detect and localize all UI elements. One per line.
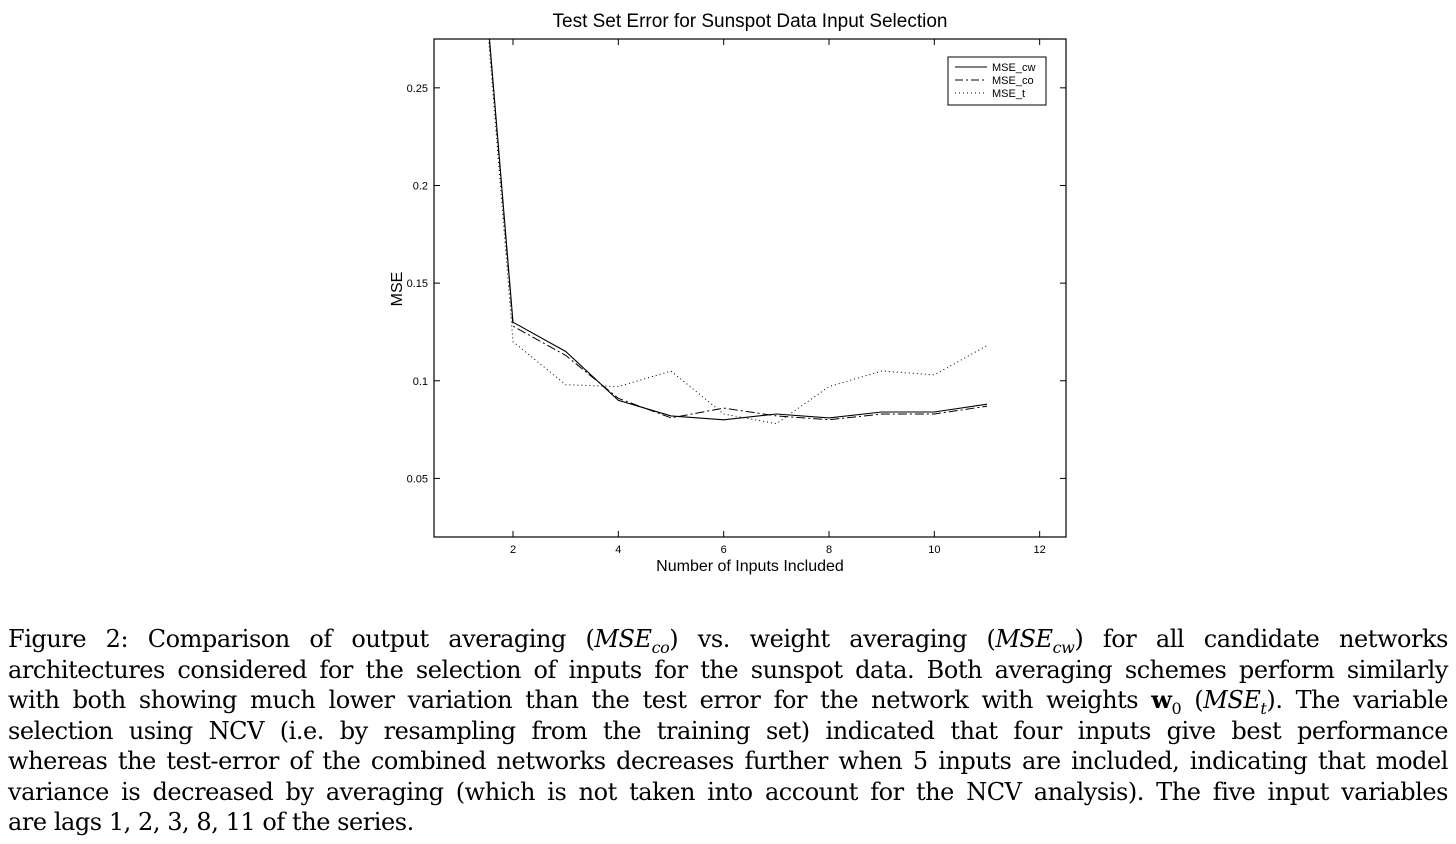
caption-line: whereas the test-error of the combined n… — [8, 746, 1448, 777]
plot-area-frame — [433, 38, 1067, 538]
caption-line: variance is decreased by averaging (whic… — [8, 777, 1448, 808]
y-tick-label: 0.1 — [413, 376, 428, 388]
legend-box — [947, 56, 1047, 106]
figure-caption: Figure 2: Comparison of output averaging… — [8, 624, 1448, 838]
legend-label-mse-co: MSE_co — [992, 75, 1034, 87]
legend: MSE_cw MSE_co MSE_t — [947, 56, 1047, 106]
y-tick-label: 0.05 — [407, 473, 428, 485]
caption-text: MSE — [995, 625, 1053, 653]
caption-text: ) vs. weight averaging ( — [669, 625, 996, 653]
y-tick-label: 0.2 — [413, 180, 428, 192]
caption-line: Figure 2: Comparison of output averaging… — [8, 624, 1448, 655]
caption-line: selection using NCV (i.e. by resampling … — [8, 716, 1448, 747]
caption-text: cw — [1052, 637, 1075, 657]
caption-text: ( — [1181, 686, 1204, 714]
series-line-mse-t — [488, 39, 988, 425]
series-line-mse-cw — [488, 39, 988, 421]
caption-line: are lags 1, 2, 3, 8, 11 of the series. — [8, 807, 1448, 838]
caption-text: 0 — [1171, 698, 1182, 718]
caption-text: Figure 2: Comparison of output averaging… — [8, 625, 595, 653]
caption-text: selection using NCV (i.e. by resampling … — [8, 716, 1448, 745]
caption-text: MSE — [594, 625, 652, 653]
axis-ticks: 2 4 6 8 10 12 0.05 0.1 0.15 0.2 0.25 — [407, 39, 1066, 556]
caption-text: with both showing much lower variation t… — [8, 686, 1152, 714]
caption-text: t — [1260, 698, 1267, 718]
y-axis-label: MSE — [389, 272, 406, 307]
caption-text: co — [651, 637, 670, 657]
x-tick-label: 10 — [928, 544, 940, 556]
caption-text: variance is decreased by averaging (whic… — [8, 777, 1448, 806]
y-tick-label: 0.15 — [407, 278, 428, 290]
legend-label-mse-t: MSE_t — [992, 88, 1025, 100]
caption-text: are lags 1, 2, 3, 8, 11 of the series. — [8, 808, 414, 836]
x-tick-label: 12 — [1034, 544, 1046, 556]
caption-text: ). The variable — [1266, 686, 1448, 714]
series-line-mse-co — [488, 39, 988, 421]
chart-title: Test Set Error for Sunspot Data Input Se… — [553, 11, 948, 32]
legend-label-mse-cw: MSE_cw — [992, 62, 1035, 74]
x-tick-label: 8 — [826, 544, 832, 556]
series-lines — [488, 39, 988, 425]
caption-line: with both showing much lower variation t… — [8, 685, 1448, 716]
x-tick-label: 6 — [721, 544, 727, 556]
x-tick-label: 2 — [510, 544, 516, 556]
chart: Test Set Error for Sunspot Data Input Se… — [389, 11, 1067, 575]
caption-text: architectures considered for the selecti… — [8, 655, 1448, 684]
caption-text: whereas the test-error of the combined n… — [8, 747, 1448, 775]
caption-text: ) for all candidate networks — [1074, 625, 1449, 653]
caption-line: architectures considered for the selecti… — [8, 655, 1448, 686]
y-tick-label: 0.25 — [407, 83, 428, 95]
caption-text: MSE — [1203, 686, 1261, 714]
x-axis-label: Number of Inputs Included — [656, 558, 844, 575]
x-tick-label: 4 — [615, 544, 621, 556]
caption-text: w — [1151, 685, 1172, 714]
